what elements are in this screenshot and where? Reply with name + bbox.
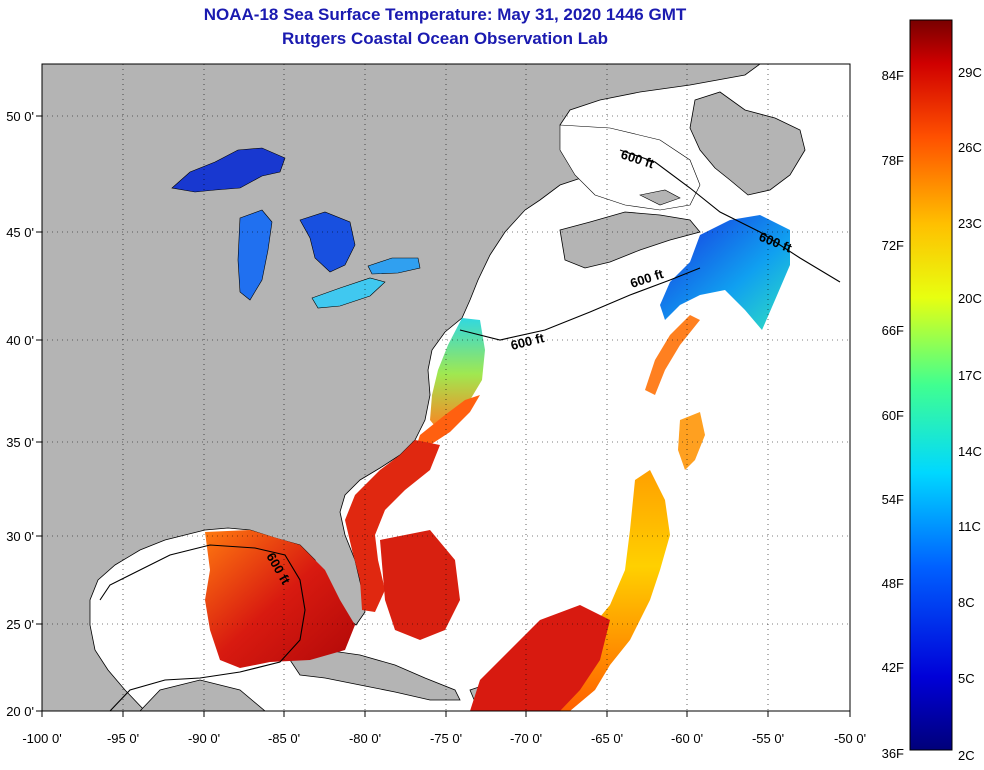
map-title: NOAA-18 Sea Surface Temperature: May 31,… bbox=[203, 5, 687, 24]
lat-tick-label: 30 0' bbox=[6, 529, 34, 544]
lon-tick-label: -90 0' bbox=[188, 731, 220, 746]
lat-tick-label: 25 0' bbox=[6, 617, 34, 632]
lon-tick-label: -50 0' bbox=[834, 731, 866, 746]
colorbar-f-label: 78F bbox=[882, 153, 904, 168]
colorbar-f-label: 48F bbox=[882, 576, 904, 591]
colorbar-c-label: 29C bbox=[958, 65, 982, 80]
colorbar-c-label: 20C bbox=[958, 291, 982, 306]
colorbar-f-label: 60F bbox=[882, 408, 904, 423]
colorbar-f-label: 36F bbox=[882, 746, 904, 761]
lake-huron bbox=[299, 211, 356, 273]
lon-tick-label: -55 0' bbox=[752, 731, 784, 746]
gulf-st-lawrence-water bbox=[559, 124, 701, 211]
isobath-600ft-contour bbox=[619, 149, 841, 283]
lon-tick-label: -95 0' bbox=[107, 731, 139, 746]
isobath-600ft-contour-mid bbox=[459, 267, 701, 341]
satellite-swath-strip bbox=[520, 470, 670, 711]
cold-sst-patch bbox=[660, 215, 790, 330]
map-body bbox=[42, 64, 850, 711]
lon-tick-label: -65 0' bbox=[591, 731, 623, 746]
offshore-orange-patch bbox=[645, 315, 700, 395]
lon-tick-label: -100 0' bbox=[22, 731, 61, 746]
lon-tick-label: -80 0' bbox=[349, 731, 381, 746]
cuba-land bbox=[289, 649, 461, 701]
colorbar-scale bbox=[909, 19, 953, 751]
colorbar-c-label: 26C bbox=[958, 140, 982, 155]
lon-tick-label: -60 0' bbox=[671, 731, 703, 746]
colorbar-f-label: 72F bbox=[882, 238, 904, 253]
lon-tick-label: -70 0' bbox=[510, 731, 542, 746]
lon-tick-label: -85 0' bbox=[268, 731, 300, 746]
lat-tick-label: 20 0' bbox=[6, 704, 34, 719]
southern-warm-patch bbox=[470, 605, 610, 711]
offshore-yellow-patch bbox=[678, 412, 705, 470]
colorbar-c-label: 14C bbox=[958, 444, 982, 459]
lon-tick-label: -75 0' bbox=[430, 731, 462, 746]
colorbar-f-label: 54F bbox=[882, 492, 904, 507]
colorbar-c-label: 23C bbox=[958, 216, 982, 231]
colorbar-c-label: 5C bbox=[958, 671, 975, 686]
colorbar-f-label: 84F bbox=[882, 68, 904, 83]
lake-erie bbox=[311, 277, 386, 309]
lat-tick-label: 40 0' bbox=[6, 333, 34, 348]
lat-tick-label: 35 0' bbox=[6, 435, 34, 450]
newfoundland-land bbox=[689, 91, 806, 196]
lat-tick-label: 45 0' bbox=[6, 225, 34, 240]
colorbar-fahrenheit-labels: 84F 78F 72F 66F 60F 54F 48F 42F 36F bbox=[882, 68, 904, 761]
colorbar-c-label: 17C bbox=[958, 368, 982, 383]
longitude-axis: -100 0' -95 0' -90 0' -85 0' -80 0' -75 0' -70… bbox=[22, 711, 866, 746]
colorbar-c-label: 11C bbox=[958, 519, 981, 534]
southeast-coast-sst bbox=[345, 440, 440, 612]
colorbar-f-label: 66F bbox=[882, 323, 904, 338]
nova-scotia-land bbox=[559, 211, 701, 269]
colorbar-c-label: 2C bbox=[958, 748, 975, 763]
colorbar-c-label: 8C bbox=[958, 595, 975, 610]
gulf-stream-patch bbox=[415, 395, 480, 450]
lake-michigan bbox=[237, 209, 273, 301]
isobath-600ft-contour-gulf bbox=[99, 544, 306, 711]
lake-superior bbox=[171, 147, 286, 193]
colorbar-f-label: 42F bbox=[882, 660, 904, 675]
bahamas-warm-patch bbox=[380, 530, 460, 640]
map-subtitle: Rutgers Coastal Ocean Observation Lab bbox=[282, 29, 608, 48]
lake-ontario bbox=[367, 257, 421, 275]
pei-land bbox=[639, 189, 681, 206]
mid-atlantic-sst bbox=[430, 318, 485, 430]
colorbar-celsius-labels: 29C 26C 23C 20C 17C 14C 11C 8C 5C 2C bbox=[958, 65, 982, 763]
latitude-axis: 20 0' 25 0' 30 0' 35 0' 40 0' 45 0' 50 0' bbox=[6, 109, 42, 719]
lat-tick-label: 50 0' bbox=[6, 109, 34, 124]
gulf-of-mexico-sst bbox=[205, 530, 355, 668]
yucatan-land bbox=[139, 679, 266, 711]
